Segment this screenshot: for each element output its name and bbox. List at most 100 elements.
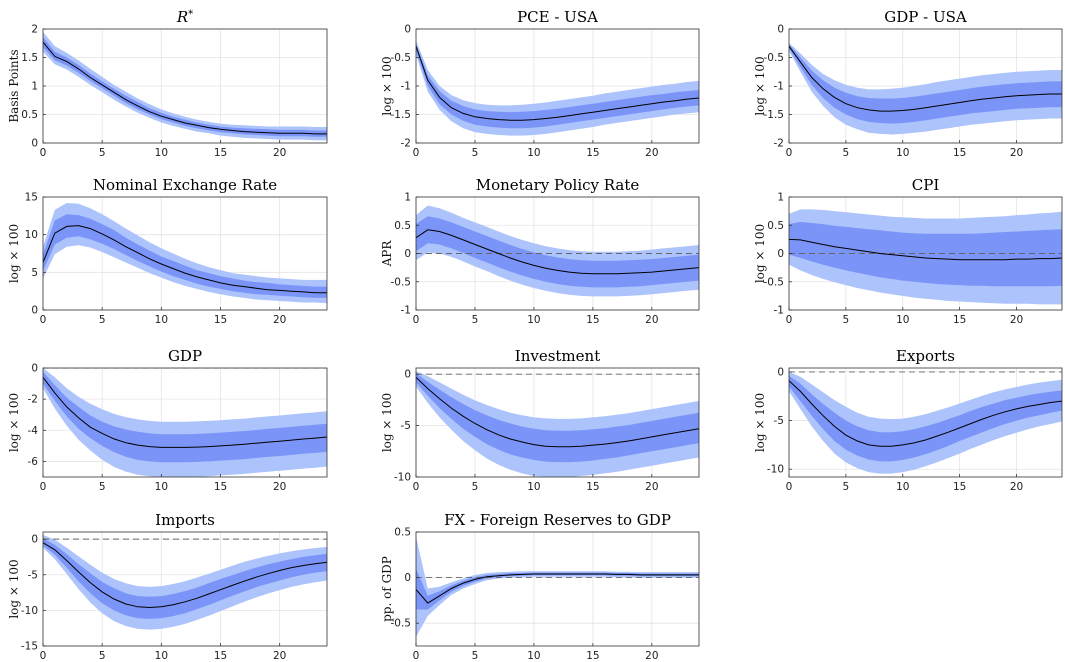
median-response-line — [789, 380, 1062, 447]
median-response-line — [416, 45, 699, 121]
median-response-line — [43, 542, 327, 609]
x-tick-label: 15 — [953, 481, 966, 493]
y-axis-label: log × 100 — [753, 224, 767, 283]
plot-area — [789, 371, 1062, 474]
plot-area — [416, 371, 699, 477]
plot-area — [43, 368, 327, 477]
x-tick-label: 0 — [786, 147, 793, 159]
x-tick-label: 10 — [896, 481, 909, 493]
x-tick-label: 5 — [472, 147, 479, 159]
inner-credible-band — [789, 44, 1062, 124]
x-tick-label: 10 — [527, 314, 540, 326]
y-axis-label: log × 100 — [753, 56, 767, 115]
x-tick-label: 20 — [645, 147, 658, 159]
y-tick-label: 15 — [25, 192, 38, 204]
y-tick-label: -1 — [774, 81, 784, 93]
y-tick-label: 2 — [31, 24, 38, 36]
panel-2: 0 5 10 15 20 -2 -1.5 -1 -0.5 0 PCE - USA log × 100 — [380, 8, 700, 159]
y-tick-label: 0 — [777, 24, 784, 36]
y-tick-label: -2 — [28, 394, 38, 406]
panel-title: CPI — [912, 176, 940, 194]
y-tick-label: -1 — [401, 81, 411, 93]
x-tick-label: 15 — [586, 481, 599, 493]
y-tick-label: -6 — [28, 456, 39, 468]
y-tick-label: -0.5 — [391, 52, 412, 64]
x-tick-label: 5 — [472, 481, 479, 493]
inner-credible-band — [789, 221, 1062, 287]
x-tick-label: 0 — [413, 481, 420, 493]
y-tick-label: -10 — [767, 464, 784, 476]
y-tick-label: -5 — [28, 569, 38, 581]
y-axis-label: log × 100 — [7, 393, 21, 452]
panel-4: 0 5 10 15 20 0 5 10 15 Nominal Exchange Rate log ×… — [7, 176, 328, 326]
y-axis-label: APR — [380, 240, 394, 268]
panel-11: 0 5 10 15 20 -0.5 0 0.5 FX - Foreign Reserves to… — [380, 511, 700, 662]
plot-area — [416, 536, 699, 637]
y-tick-label: 0 — [31, 363, 38, 375]
x-tick-label: 20 — [273, 147, 286, 159]
y-tick-label: 0.5 — [394, 527, 411, 539]
x-tick-label: 20 — [273, 481, 286, 493]
x-tick-label: 10 — [155, 147, 168, 159]
x-tick-label: 20 — [645, 650, 658, 662]
inner-credible-band — [43, 214, 327, 298]
panel-9: 0 5 10 15 20 -10 -5 0 Exports log × 100 — [753, 347, 1063, 493]
y-tick-label: -10 — [21, 605, 38, 617]
x-tick-label: 20 — [1010, 147, 1023, 159]
x-tick-label: 15 — [586, 650, 599, 662]
x-tick-label: 20 — [1010, 314, 1023, 326]
x-tick-label: 10 — [527, 147, 540, 159]
x-tick-label: 0 — [786, 481, 793, 493]
y-tick-label: 0 — [31, 305, 38, 317]
plot-frame — [415, 531, 700, 647]
y-tick-label: -2 — [774, 138, 784, 150]
inner-credible-band — [789, 375, 1062, 462]
y-tick-label: -1 — [774, 305, 784, 317]
median-response-line — [43, 225, 327, 294]
plot-frame — [788, 367, 1063, 478]
y-tick-label: -0.5 — [764, 52, 785, 64]
x-tick-label: 0 — [40, 147, 47, 159]
x-tick-label: 5 — [472, 314, 479, 326]
y-axis-label: log × 100 — [7, 224, 21, 283]
x-tick-label: 0 — [40, 481, 47, 493]
y-axis-label: log × 100 — [380, 393, 394, 452]
median-response-line — [416, 573, 699, 604]
x-tick-label: 10 — [155, 650, 168, 662]
x-tick-label: 5 — [843, 314, 850, 326]
plot-area — [43, 203, 327, 304]
y-tick-label: 0 — [404, 24, 411, 36]
plot-frame — [42, 367, 328, 478]
median-response-line — [416, 376, 699, 448]
y-tick-label: 0.5 — [767, 220, 784, 232]
median-response-line — [416, 229, 699, 275]
x-tick-label: 0 — [413, 650, 420, 662]
x-tick-label: 5 — [843, 481, 850, 493]
y-tick-label: 0.5 — [21, 109, 38, 121]
y-tick-label: 0 — [404, 572, 411, 584]
y-tick-label: 0 — [31, 534, 38, 546]
y-tick-label: 0 — [404, 369, 411, 381]
x-tick-label: 5 — [843, 147, 850, 159]
y-axis-label: log × 100 — [7, 559, 21, 618]
x-tick-label: 15 — [586, 147, 599, 159]
inner-credible-band — [416, 373, 699, 463]
panel-3: 0 5 10 15 20 -2 -1.5 -1 -0.5 0 GDP - USA log × 100 — [753, 8, 1063, 159]
y-axis-label: log × 100 — [753, 393, 767, 452]
x-tick-label: 15 — [953, 314, 966, 326]
x-tick-label: 20 — [273, 314, 286, 326]
x-tick-label: 15 — [214, 481, 227, 493]
panel-7: 0 5 10 15 20 -6 -4 -2 0 GDP log × 100 — [7, 347, 328, 493]
x-tick-label: 15 — [953, 147, 966, 159]
x-tick-label: 5 — [99, 314, 106, 326]
x-tick-label: 0 — [40, 314, 47, 326]
x-tick-label: 15 — [586, 314, 599, 326]
panel-1: 0 5 10 15 20 0 0.5 1 1.5 2 R* Basis Points — [7, 8, 328, 159]
plot-area — [789, 209, 1062, 305]
y-tick-label: -15 — [21, 641, 38, 653]
x-tick-label: 20 — [645, 314, 658, 326]
panel-5: 0 5 10 15 20 -1 -0.5 0 0.5 1 Monetary Policy Rate A… — [380, 176, 700, 326]
y-tick-label: -0.5 — [391, 618, 412, 630]
panel-title: Monetary Policy Rate — [476, 176, 640, 194]
